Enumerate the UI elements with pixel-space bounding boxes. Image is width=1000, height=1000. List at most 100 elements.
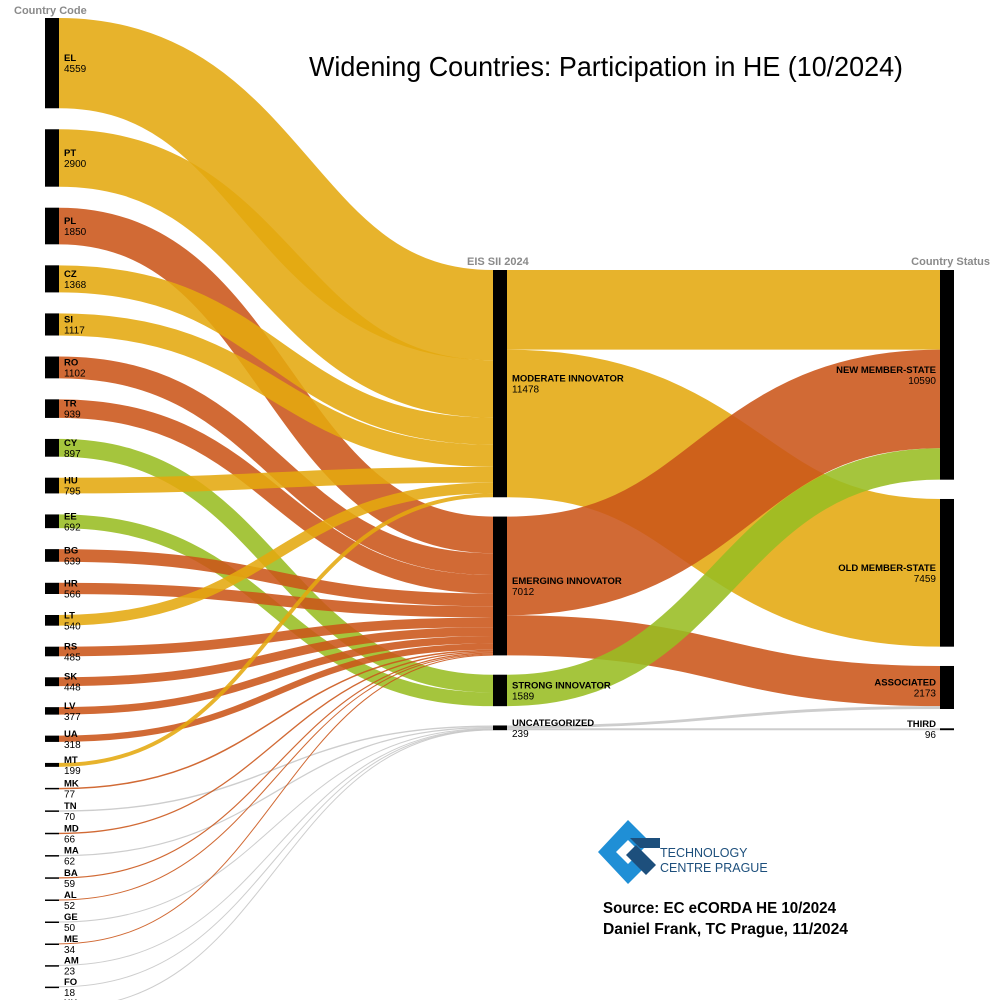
node-strong-innovator[interactable]	[493, 674, 507, 707]
node-label-hr: HR	[64, 578, 78, 589]
node-cy[interactable]	[45, 438, 59, 457]
link-ro-to-emerging-innovator[interactable]	[58, 356, 494, 576]
node-value-fo: 18	[64, 988, 76, 999]
node-value-md: 66	[64, 834, 76, 845]
link-ee-to-strong-innovator[interactable]	[58, 514, 494, 707]
link-md-to-emerging-innovator[interactable]	[58, 651, 494, 835]
link-pt-to-moderate-innovator[interactable]	[58, 129, 494, 418]
chart-title: Widening Countries: Participation in HE …	[309, 51, 903, 82]
node-value-ma: 62	[64, 857, 76, 868]
node-tr[interactable]	[45, 399, 59, 418]
node-si[interactable]	[45, 313, 59, 336]
node-label-strong-innovator: STRONG INNOVATOR	[512, 680, 611, 691]
node-bg[interactable]	[45, 549, 59, 562]
node-value-old-member-state: 7459	[914, 574, 937, 585]
link-bg-to-emerging-innovator[interactable]	[58, 549, 494, 607]
link-ma-to-uncategorized[interactable]	[58, 726, 494, 857]
link-hr-to-emerging-innovator[interactable]	[58, 582, 494, 618]
link-uncategorized-to-associated[interactable]	[506, 706, 941, 729]
link-sk-to-emerging-innovator[interactable]	[58, 627, 494, 687]
node-moderate-innovator[interactable]	[493, 270, 507, 498]
node-rs[interactable]	[45, 646, 59, 657]
node-associated[interactable]	[940, 665, 954, 709]
node-am[interactable]	[45, 965, 59, 967]
node-label-cz: CZ	[64, 269, 77, 280]
node-lt[interactable]	[45, 614, 59, 626]
node-ee[interactable]	[45, 514, 59, 529]
column-header-eis: EIS SII 2024	[467, 256, 530, 268]
author-text: Daniel Frank, TC Prague, 11/2024	[603, 921, 848, 938]
link-el-to-moderate-innovator[interactable]	[57, 18, 495, 361]
node-new-member-state[interactable]	[940, 270, 954, 480]
node-mt[interactable]	[45, 762, 59, 767]
link-hu-to-moderate-innovator[interactable]	[58, 466, 494, 494]
node-tn[interactable]	[45, 810, 59, 812]
link-rs-to-emerging-innovator[interactable]	[58, 617, 494, 657]
link-lt-to-moderate-innovator[interactable]	[58, 482, 494, 626]
node-value-third: 96	[925, 730, 937, 741]
node-label-ro: RO	[64, 357, 78, 368]
link-fo-to-uncategorized[interactable]	[58, 729, 494, 988]
node-third[interactable]	[940, 728, 954, 731]
link-mt-to-moderate-innovator[interactable]	[58, 493, 494, 767]
node-fo[interactable]	[45, 986, 59, 989]
node-label-emerging-innovator: EMERGING INNOVATOR	[512, 576, 622, 587]
column-header-country-status: Country Status	[911, 256, 990, 268]
node-value-ro: 1102	[64, 368, 86, 379]
node-value-al: 52	[64, 901, 76, 912]
link-tr-to-emerging-innovator[interactable]	[58, 399, 494, 594]
link-strong-innovator-to-new-member-state[interactable]	[506, 448, 941, 707]
link-am-to-uncategorized[interactable]	[58, 728, 494, 966]
node-ba[interactable]	[45, 877, 59, 879]
node-ro[interactable]	[45, 356, 59, 379]
node-value-el: 4559	[64, 64, 87, 75]
node-cz[interactable]	[45, 265, 59, 293]
link-al-to-emerging-innovator[interactable]	[58, 653, 494, 901]
node-label-cy: CY	[64, 438, 78, 449]
node-md[interactable]	[45, 832, 59, 835]
node-label-si: SI	[64, 314, 73, 325]
node-ge[interactable]	[45, 921, 59, 924]
link-si-to-moderate-innovator[interactable]	[58, 313, 494, 467]
node-ma[interactable]	[45, 855, 59, 857]
link-ba-to-emerging-innovator[interactable]	[58, 652, 494, 879]
link-emerging-innovator-to-new-member-state[interactable]	[506, 349, 941, 616]
node-label-rs: RS	[64, 641, 77, 652]
node-label-xk: XK	[64, 998, 77, 1000]
link-ua-to-emerging-innovator[interactable]	[58, 643, 494, 742]
node-label-pl: PL	[64, 216, 76, 227]
link-tn-to-uncategorized[interactable]	[58, 725, 494, 812]
node-pl[interactable]	[45, 207, 59, 245]
node-al[interactable]	[45, 899, 59, 901]
node-ua[interactable]	[45, 735, 59, 742]
node-lv[interactable]	[45, 707, 59, 715]
node-uncategorized[interactable]	[493, 725, 507, 731]
node-hr[interactable]	[45, 582, 59, 594]
link-cz-to-moderate-innovator[interactable]	[58, 265, 494, 445]
link-ge-to-uncategorized[interactable]	[58, 728, 494, 923]
node-value-hr: 566	[64, 589, 81, 600]
link-mk-to-emerging-innovator[interactable]	[58, 649, 494, 790]
node-mk[interactable]	[45, 787, 59, 790]
link-emerging-innovator-to-associated[interactable]	[506, 615, 941, 707]
link-me-to-emerging-innovator[interactable]	[58, 654, 494, 945]
link-xk-to-uncategorized[interactable]	[59, 729, 494, 1000]
node-label-ma: MA	[64, 846, 79, 857]
node-el[interactable]	[45, 18, 59, 109]
node-value-ee: 692	[64, 522, 81, 533]
node-value-am: 23	[64, 966, 76, 977]
node-value-lt: 540	[64, 621, 81, 632]
node-label-sk: SK	[64, 672, 77, 683]
logo-text-line2: CENTRE PRAGUE	[660, 861, 768, 875]
node-label-lt: LT	[64, 610, 75, 621]
node-value-si: 1117	[64, 325, 85, 336]
node-label-ba: BA	[64, 868, 78, 879]
node-emerging-innovator[interactable]	[493, 516, 507, 656]
node-sk[interactable]	[45, 677, 59, 687]
node-pt[interactable]	[45, 129, 59, 187]
node-hu[interactable]	[45, 477, 59, 494]
node-old-member-state[interactable]	[940, 498, 954, 647]
link-lv-to-emerging-innovator[interactable]	[58, 635, 494, 715]
node-me[interactable]	[45, 943, 59, 945]
